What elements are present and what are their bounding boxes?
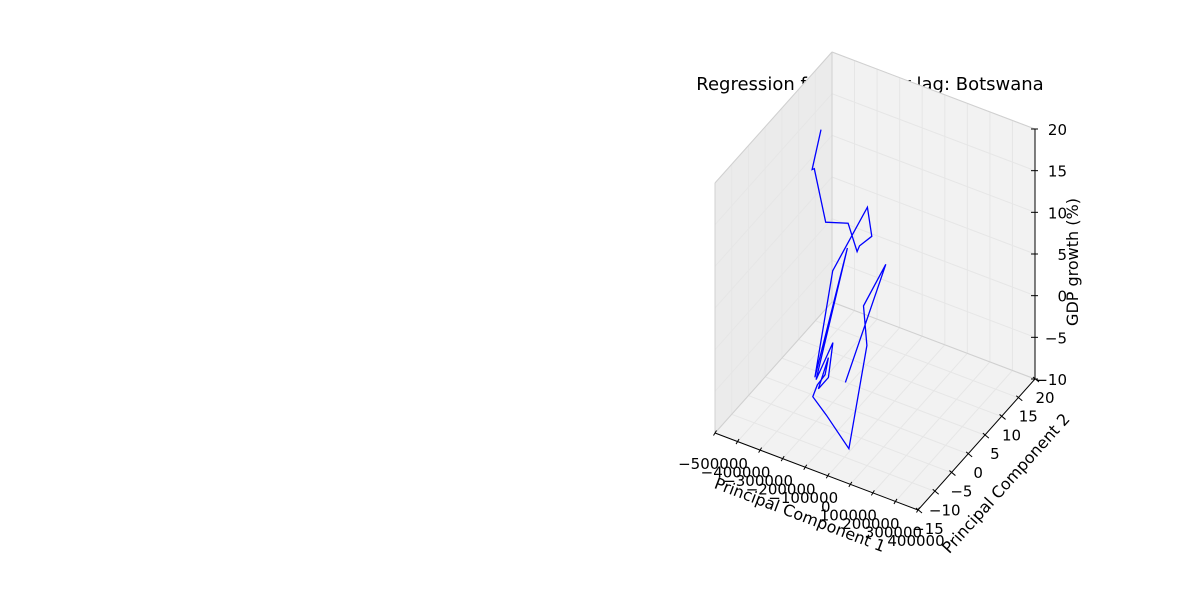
- z-tick-label: −5: [1045, 329, 1067, 347]
- x-tick: [713, 430, 717, 436]
- y-tick: [949, 470, 956, 476]
- grid-line-y-floor: [815, 320, 1019, 399]
- x-tick: [780, 455, 785, 462]
- z-tick-label: 10: [1048, 204, 1067, 222]
- grid-line-z-left: [714, 260, 833, 392]
- floor-pane: [715, 302, 1035, 510]
- x-tick-label: 0: [821, 498, 831, 516]
- tick-marks: [713, 128, 1040, 514]
- axis-panes: [715, 52, 1035, 510]
- x-tick: [893, 498, 898, 505]
- grid-line-x-floor: [804, 335, 923, 468]
- grid-line-z-back: [831, 176, 1036, 255]
- y-tick: [1015, 395, 1023, 402]
- z-tick-label: 0: [1057, 288, 1067, 306]
- axis-lines: [714, 51, 1036, 511]
- x-tick-label: −200000: [746, 481, 816, 499]
- grid-line-z-left: [714, 93, 833, 225]
- x-tick-label: 300000: [865, 523, 922, 541]
- x-tick-label: −400000: [701, 464, 771, 482]
- y-tick-label: −5: [950, 483, 972, 501]
- y-tick-label: 20: [1035, 389, 1054, 407]
- grid-line-x-floor: [895, 370, 1013, 502]
- series-line-1: [811, 129, 887, 451]
- z-tick-label: −10: [1035, 371, 1067, 389]
- grid-line-x-floor: [872, 361, 991, 494]
- y-tick-label: −15: [912, 520, 944, 538]
- grid-line-x-floor: [782, 327, 901, 459]
- x-tick-label: −300000: [723, 472, 793, 490]
- grid-line-y-floor: [748, 395, 952, 474]
- y-tick: [999, 414, 1006, 420]
- x-tick: [870, 490, 875, 496]
- z-axis-label: GDP growth (%): [1063, 198, 1082, 326]
- x-tick: [825, 473, 830, 479]
- pane-edge: [714, 301, 833, 434]
- x-tick-label: 100000: [820, 506, 877, 524]
- y-tick-label: −10: [929, 501, 961, 519]
- x-tick: [803, 464, 808, 470]
- grid-line-x-floor: [827, 344, 946, 477]
- series-layer: [811, 129, 887, 451]
- tick-labels: −500000−400000−300000−200000−10000001000…: [678, 121, 1067, 550]
- y-axis-line: [917, 378, 1036, 511]
- pane-edge: [714, 51, 833, 184]
- y-tick: [965, 451, 973, 458]
- y-tick-label: 15: [1019, 408, 1038, 426]
- z-tick-label: 15: [1048, 163, 1067, 181]
- x-tick-label: 400000: [887, 532, 944, 550]
- grid-line-x-floor: [759, 318, 878, 451]
- grid-line-x-floor: [849, 353, 968, 485]
- y-tick-label: 0: [973, 464, 983, 482]
- grid-line-z-back: [831, 218, 1036, 297]
- grid-line-z-back: [831, 93, 1036, 172]
- z-tick-label: 5: [1057, 246, 1067, 264]
- y-tick: [915, 507, 923, 514]
- y-tick: [982, 432, 990, 439]
- grid-line-z-back: [831, 259, 1036, 338]
- pane-edge: [831, 301, 1036, 380]
- x-tick: [735, 438, 740, 445]
- x-tick: [848, 481, 853, 488]
- grid-line-y-floor: [798, 338, 1002, 417]
- grid-line-y-floor: [764, 376, 969, 455]
- x-tick: [758, 447, 763, 453]
- grid-line-z-left: [714, 176, 833, 309]
- pane-edge: [831, 51, 1036, 130]
- y-tick-label: 5: [990, 445, 1000, 463]
- grid-line-x-floor: [737, 310, 855, 442]
- z-tick-label: 20: [1048, 121, 1067, 139]
- grid-line-z-left: [714, 135, 833, 267]
- x-tick-label: −500000: [678, 455, 748, 473]
- x-axis-line: [714, 432, 919, 511]
- x-tick-label: 200000: [842, 515, 899, 533]
- x-tick-label: −100000: [768, 489, 838, 507]
- y-tick-label: 10: [1002, 426, 1021, 444]
- grid-line-z-back: [831, 134, 1036, 213]
- grid-line-z-left: [714, 218, 833, 350]
- grid-line-y-floor: [731, 413, 935, 492]
- y-tick: [932, 488, 940, 495]
